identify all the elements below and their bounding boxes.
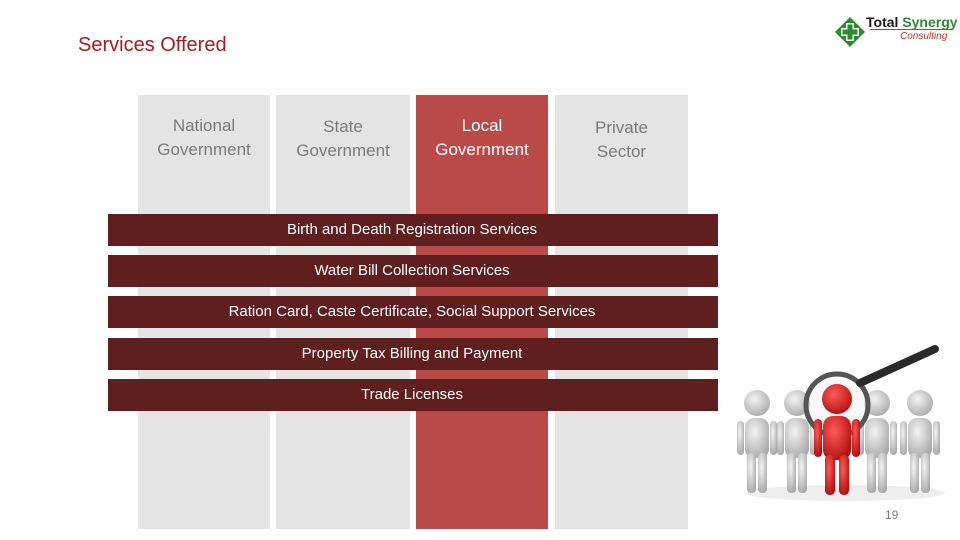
logo-underline: [870, 29, 952, 30]
column-label: Private Sector: [555, 116, 688, 164]
service-label: Trade Licenses: [361, 386, 463, 403]
column-label-line-1: State: [323, 117, 363, 136]
page-number: 19: [885, 508, 899, 522]
logo-subtitle: Consulting: [900, 31, 948, 42]
service-band-ration-card: Ration Card, Caste Certificate, Social S…: [108, 296, 718, 328]
column-label: National Government: [138, 114, 270, 162]
column-label-line-1: Local: [461, 116, 503, 135]
service-label: Property Tax Billing and Payment: [301, 345, 523, 362]
service-band-water-bill: Water Bill Collection Services: [108, 255, 718, 287]
column-label-line-1: Private: [595, 118, 648, 137]
service-band-birth-death: Birth and Death Registration Services: [108, 214, 718, 246]
column-label: State Government: [276, 115, 410, 163]
service-label: Water Bill Collection Services: [314, 262, 510, 279]
service-label: Ration Card, Caste Certificate, Social S…: [228, 303, 596, 320]
service-label: Birth and Death Registration Services: [286, 221, 538, 238]
column-label-line-2: Government: [435, 140, 529, 159]
company-logo: Total Synergy Consulting: [834, 14, 958, 52]
service-band-property-tax: Property Tax Billing and Payment: [108, 338, 718, 370]
logo-word-1: Total: [866, 14, 899, 30]
logo-name: Total Synergy: [866, 14, 958, 30]
column-label-line-2: Government: [296, 141, 390, 160]
column-label-line-1: National: [172, 116, 236, 135]
column-label-line-2: Government: [157, 140, 251, 159]
service-band-trade-licenses: Trade Licenses: [108, 379, 718, 411]
logo-word-2: Synergy: [902, 14, 958, 30]
green-cross-logo-icon: [835, 17, 865, 47]
page-title: Services Offered: [78, 34, 227, 56]
column-label: Local Government: [416, 114, 548, 162]
column-label-line-2: Sector: [596, 142, 647, 161]
magnifier-people-icon: [735, 345, 950, 505]
